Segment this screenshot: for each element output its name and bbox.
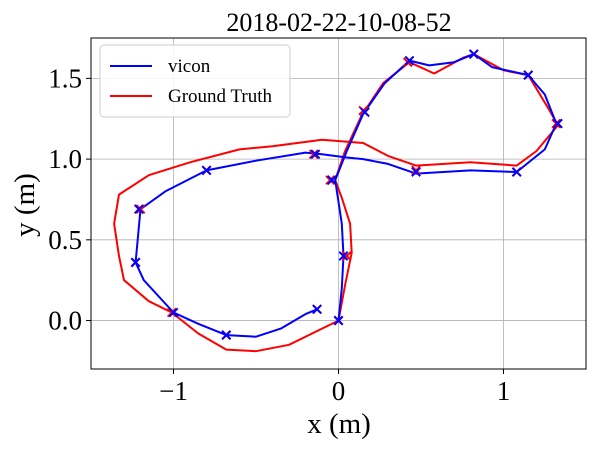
vicon-marker: [312, 304, 322, 315]
chart-title: 2018-02-22-10-08-52: [226, 8, 451, 37]
tick-layer: −1 0 1 0.0 0.5 1.0 1.5: [48, 63, 510, 406]
vicon-marker: [553, 118, 563, 129]
series-line-ground-truth: [113, 53, 559, 353]
legend-label-ground-truth: Ground Truth: [168, 86, 272, 107]
y-tick-label: 1.5: [48, 63, 82, 93]
y-tick-label: 1.0: [48, 144, 82, 174]
vicon-marker: [130, 257, 141, 268]
legend-box: [99, 44, 291, 118]
vicon-marker: [468, 49, 479, 60]
ground-truth-marker: [308, 149, 319, 160]
ground-truth-marker: [341, 251, 352, 261]
legend-label-vicon: vicon: [168, 56, 211, 77]
vicon-marker: [511, 167, 522, 177]
ground-truth-marker: [325, 175, 336, 185]
series-layer: [113, 53, 559, 353]
ground-truth-marker: [551, 118, 562, 129]
vicon-marker: [404, 55, 415, 66]
vicon-marker: [333, 315, 344, 326]
vicon-marker: [201, 165, 212, 176]
y-axis-label: y (m): [9, 173, 41, 237]
marker-layer: [130, 49, 563, 341]
vicon-marker: [359, 107, 370, 118]
ground-truth-marker: [166, 307, 177, 318]
vicon-marker: [523, 70, 534, 81]
x-tick-label: 0: [332, 376, 346, 406]
vicon-marker: [338, 251, 349, 261]
y-tick-label: 0.0: [48, 306, 82, 336]
x-tick-label: 1: [497, 376, 511, 406]
vicon-marker: [411, 167, 421, 177]
x-tick-label: −1: [159, 376, 188, 406]
ground-truth-marker: [411, 165, 421, 176]
x-axis-label: x (m): [307, 408, 371, 440]
legend: vicon Ground Truth: [99, 44, 291, 118]
vicon-marker: [221, 330, 232, 341]
vicon-marker: [310, 149, 321, 160]
series-line-vicon: [134, 53, 558, 338]
y-tick-label: 0.5: [48, 225, 82, 255]
vicon-marker: [133, 204, 144, 215]
ground-truth-marker: [135, 204, 146, 215]
vicon-marker: [168, 307, 179, 318]
vicon-marker: [326, 175, 337, 185]
